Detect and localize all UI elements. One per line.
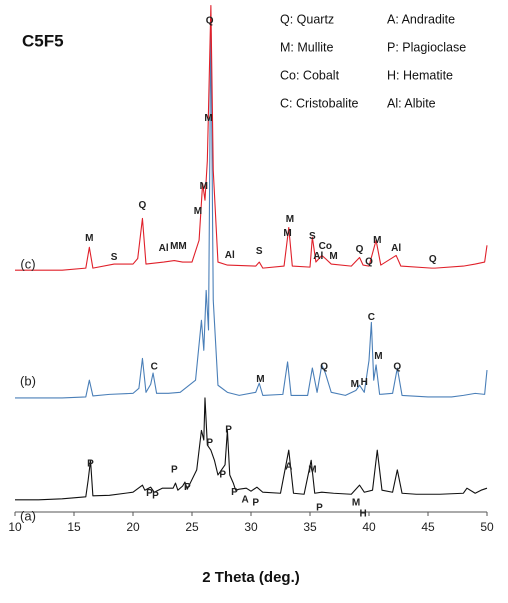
panel-label: (b) [20,374,36,389]
peak-label: M [200,181,208,192]
peak-label: P [231,487,238,498]
x-tick-label: 10 [8,520,22,534]
peak-label: Q [393,362,401,373]
peak-label: P [252,498,259,509]
x-tick-label: 50 [480,520,494,534]
peak-label: Q [139,200,147,211]
legend-entry: H: Hematite [387,68,453,82]
peak-label: P [152,490,159,501]
peak-label: M [373,235,381,246]
peak-label: S [309,231,316,242]
legend-entry: M: Mullite [280,40,334,54]
peak-label: M [85,233,93,244]
legend-entry: Al: Albite [387,96,436,110]
peak-label: S [111,252,118,263]
peak-label: A [241,494,248,505]
peak-label: M [194,206,202,217]
peak-label: P [184,482,191,493]
x-tick-label: 30 [244,520,258,534]
peak-label: Al [391,243,401,254]
peak-label: A [285,462,292,473]
legend-entry: Co: Cobalt [280,68,340,82]
x-tick-label: 15 [67,520,81,534]
peak-label: Q [365,257,373,268]
legend-entry: P: Plagioclase [387,40,466,54]
peak-label: M [204,113,212,124]
peak-label: P [206,438,213,449]
chart-title: C5F5 [22,31,64,50]
peak-label: P [146,488,153,499]
xrd-line [15,15,488,399]
peak-label: M [178,241,186,252]
peak-label: M [286,214,294,225]
peak-label: H [361,377,368,388]
peak-label: H [359,509,366,520]
peak-label: M [352,498,360,509]
peak-label: P [316,503,323,514]
peak-label: Q [320,362,328,373]
peak-label: P [225,425,232,436]
panel-label: (a) [20,509,36,524]
legend-entry: A: Andradite [387,12,455,26]
peak-label: P [171,465,178,476]
peak-label: S [256,246,263,257]
x-tick-label: 20 [126,520,140,534]
peak-label: Q [356,244,364,255]
legend-entry: C: Cristobalite [280,96,359,110]
x-tick-label: 40 [362,520,376,534]
x-axis-label: 2 Theta (deg.) [202,569,300,586]
peak-label: M [170,241,178,252]
peak-label: Al [159,243,169,254]
peak-label: Q [429,254,437,265]
peak-label: C [151,362,158,373]
panel-label: (c) [20,257,35,272]
x-tick-label: 35 [303,520,317,534]
peak-label: Co [319,241,332,252]
xrd-line [15,397,488,501]
x-tick-label: 45 [421,520,435,534]
peak-label: P [87,458,94,469]
xrd-line [15,4,488,271]
x-tick-label: 25 [185,520,199,534]
peak-label: P [219,470,226,481]
peak-label: M [329,251,337,262]
peak-label: M [308,465,316,476]
peak-label: Q [206,15,214,26]
peak-label: Al [225,250,235,261]
peak-label: M [351,379,359,390]
peak-label: C [368,312,375,323]
peak-label: M [256,374,264,385]
peak-label: M [374,351,382,362]
legend-entry: Q: Quartz [280,12,334,26]
peak-label: M [283,228,291,239]
peak-label: Al [313,251,323,262]
